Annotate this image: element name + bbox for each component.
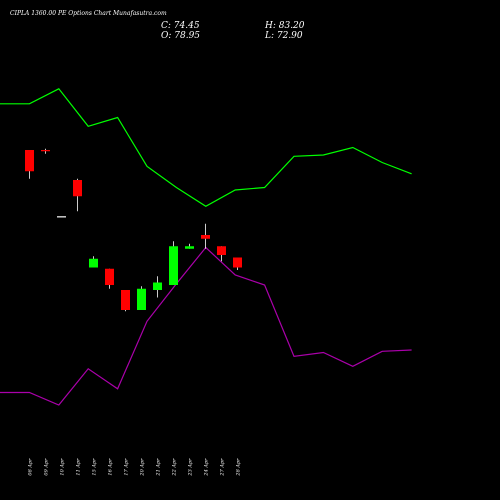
candle-21-apr <box>153 276 162 298</box>
candle-08-apr <box>25 150 34 179</box>
candle-22-apr <box>169 241 178 285</box>
x-tick-label: 17 Apr <box>124 458 130 476</box>
candles <box>25 148 242 312</box>
candle-body <box>185 246 194 249</box>
candle-body <box>153 282 162 290</box>
candle-16-apr <box>105 268 114 289</box>
candle-body <box>121 290 130 310</box>
candle-body <box>105 268 114 285</box>
candle-20-apr <box>137 286 146 310</box>
candle-body <box>73 180 82 197</box>
candle-body <box>217 246 226 255</box>
candle-body <box>201 235 210 239</box>
candle-28-apr <box>233 257 242 270</box>
x-tick-label: 09 Apr <box>44 458 50 476</box>
low-label: L: 72.90 <box>264 31 303 41</box>
x-tick-label: 21 Apr <box>156 458 162 477</box>
candle-body <box>25 150 34 172</box>
indicator-line-purple <box>0 246 412 406</box>
open-label: O: 78.95 <box>161 31 200 41</box>
candle-body <box>233 257 242 268</box>
x-tick-label: 10 Apr <box>60 458 66 476</box>
candle-11-apr <box>73 178 82 212</box>
x-tick-label: 24 Apr <box>204 458 210 477</box>
candle-body <box>137 288 146 310</box>
chart-title: CIPLA 1360.00 PE Options Chart Munafasut… <box>10 10 167 17</box>
x-tick-label: 27 Apr <box>220 458 226 477</box>
candle-23-apr <box>185 243 194 249</box>
x-tick-label: 08 Apr <box>28 458 34 476</box>
x-tick-label: 22 Apr <box>172 458 178 477</box>
candle-24-apr <box>201 223 210 249</box>
candle-15-apr <box>89 256 98 268</box>
x-tick-label: 15 Apr <box>92 458 98 476</box>
candle-09-apr <box>41 148 50 154</box>
candle-17-apr <box>121 290 130 312</box>
x-tick-label: 28 Apr <box>236 458 242 477</box>
candle-body <box>41 150 50 152</box>
candle-27-apr <box>217 246 226 262</box>
candle-10-apr <box>57 216 66 218</box>
indicator-line-green <box>0 88 412 207</box>
close-label: C: 74.45 <box>161 21 200 31</box>
x-axis-ticks: 08 Apr 09 Apr 10 Apr 11 Apr 15 Apr 16 Apr 17 A… <box>28 458 242 477</box>
x-tick-label: 20 Apr <box>140 458 146 477</box>
x-tick-label: 11 Apr <box>76 458 82 476</box>
x-tick-label: 16 Apr <box>108 458 114 476</box>
candle-body <box>169 246 178 285</box>
candle-body <box>57 216 66 218</box>
candle-body <box>89 258 98 268</box>
x-tick-label: 23 Apr <box>188 458 194 477</box>
high-label: H: 83.20 <box>264 21 305 31</box>
